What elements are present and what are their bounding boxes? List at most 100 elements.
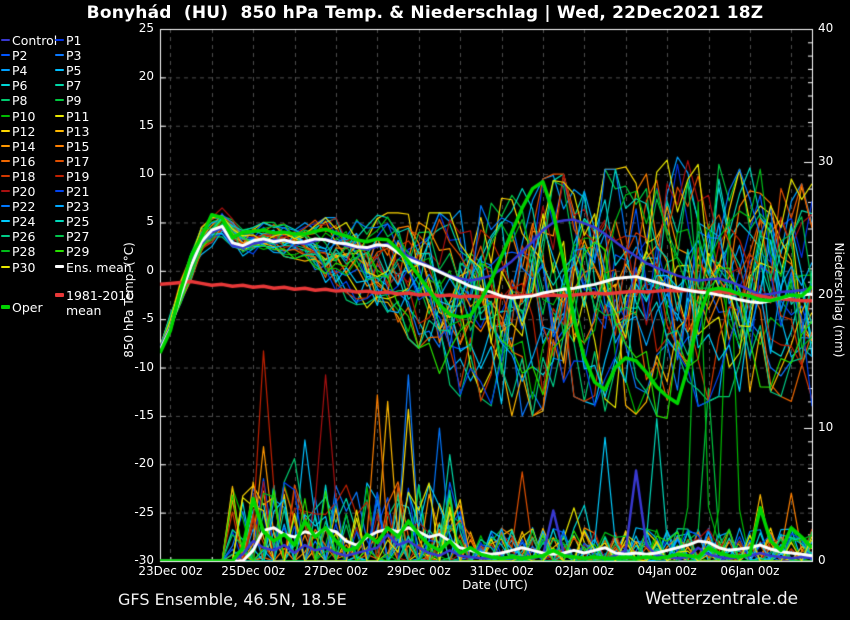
legend-color-swatch <box>55 114 64 117</box>
legend-item-label: Oper <box>12 300 43 315</box>
right-axis-tick-label: 40 <box>818 21 834 35</box>
legend-color-swatch <box>1 205 10 208</box>
legend-color-swatch <box>1 84 10 87</box>
legend-item-label: P15 <box>66 138 90 154</box>
x-axis-title: Date (UTC) <box>462 578 528 592</box>
legend-item-label: P26 <box>12 229 36 245</box>
legend-item-label: P30 <box>12 259 36 275</box>
legend-item-label: P1 <box>66 33 82 48</box>
legend-color-swatch <box>55 54 64 57</box>
legend-color-swatch <box>1 250 10 253</box>
legend-item-label: P2 <box>12 48 28 64</box>
legend-item-label: P10 <box>12 108 36 124</box>
legend-color-swatch <box>1 190 10 192</box>
page-title: Bonyhád (HU) 850 hPa Temp. & Niederschla… <box>86 3 764 23</box>
legend-color-swatch <box>55 159 64 162</box>
legend-color-swatch <box>1 144 10 147</box>
legend-color-swatch <box>55 39 64 41</box>
left-axis-tick-label: 10 <box>138 166 154 181</box>
legend-item-label: Ens. mean <box>66 259 132 275</box>
legend-color-swatch <box>55 293 64 297</box>
legend-item-label: P24 <box>12 214 36 230</box>
left-axis-tick-label: -5 <box>142 311 154 326</box>
legend-item-label: P6 <box>12 78 28 94</box>
legend-color-swatch <box>1 220 10 223</box>
left-axis-tick-label: 0 <box>146 262 154 277</box>
legend-item-label: P7 <box>66 78 82 94</box>
legend-color-swatch <box>1 39 10 41</box>
legend-color-swatch <box>55 235 64 238</box>
left-axis-tick-label: -30 <box>134 553 154 567</box>
legend-item-label: P29 <box>66 244 90 260</box>
legend-color-swatch <box>1 159 10 162</box>
legend-item-label: P9 <box>66 93 82 109</box>
left-axis-tick-label: 20 <box>138 69 154 84</box>
legend-item-label: P28 <box>12 244 36 260</box>
x-axis-tick-label: 06Jan 00z <box>720 564 780 578</box>
legend-color-swatch <box>1 129 10 132</box>
legend-item-label: Control <box>12 33 58 48</box>
legend-item-label: P16 <box>12 153 36 169</box>
left-axis-tick-label: -25 <box>134 504 154 519</box>
legend-item-label: P21 <box>66 184 90 199</box>
legend-color-swatch <box>55 250 64 253</box>
legend-color-swatch <box>1 265 10 268</box>
legend-color-swatch <box>1 235 10 238</box>
legend-color-swatch <box>1 99 10 102</box>
legend-item-label: P8 <box>12 93 28 109</box>
legend-color-swatch <box>1 305 10 309</box>
legend-color-swatch <box>55 265 64 268</box>
legend-item-label: P19 <box>66 168 90 184</box>
legend-color-swatch <box>55 190 64 192</box>
legend-color-swatch <box>55 174 64 177</box>
legend-color-swatch <box>1 54 10 57</box>
legend-item-label: P5 <box>66 63 82 79</box>
legend-color-swatch <box>55 205 64 208</box>
legend-color-swatch <box>1 69 10 72</box>
legend-item-label: P18 <box>12 168 36 184</box>
legend-item-label: P4 <box>12 63 28 79</box>
legend-item-label: mean <box>66 303 102 318</box>
x-axis-tick-label: 31Dec 00z <box>469 564 534 578</box>
right-axis-tick-label: 0 <box>818 553 826 567</box>
right-axis-tick-label: 30 <box>818 154 834 168</box>
legend-color-swatch <box>55 144 64 147</box>
left-axis-tick-label: 15 <box>138 117 154 132</box>
x-axis-tick-label: 04Jan 00z <box>637 564 697 578</box>
legend-color-swatch <box>55 99 64 102</box>
x-axis-tick-label: 27Dec 00z <box>303 564 368 578</box>
site-credit-text: Wetterzentrale.de <box>645 589 799 609</box>
legend-item-label: P14 <box>12 138 36 154</box>
model-info-text: GFS Ensemble, 46.5N, 18.5E <box>118 590 347 609</box>
legend: Control P1 P2 P3 P4 P5 P6 P7 P8 P9 P10 P11 P12 P13 P14… <box>0 0 160 620</box>
x-axis-tick-label: 25Dec 00z <box>221 564 286 578</box>
left-axis-tick-label: 5 <box>146 214 154 229</box>
legend-item-label: P3 <box>66 48 82 64</box>
left-axis-tick-label: -20 <box>134 456 154 471</box>
legend-color-swatch <box>55 84 64 87</box>
right-axis-tick-label: 10 <box>818 420 834 434</box>
legend-color-swatch <box>55 69 64 72</box>
legend-item-label: P27 <box>66 229 90 245</box>
left-axis-tick-label: -10 <box>134 359 154 374</box>
legend-item-label: P23 <box>66 199 90 215</box>
right-axis-tick-label: 20 <box>818 287 834 301</box>
legend-color-swatch <box>55 129 64 132</box>
left-axis-tick-label: 25 <box>138 21 154 35</box>
legend-item-label: P12 <box>12 123 36 139</box>
x-axis-tick-label: 29Dec 00z <box>386 564 451 578</box>
left-axis-tick-label: -15 <box>134 407 154 422</box>
x-axis-tick-label: 02Jan 00z <box>554 564 614 578</box>
legend-item-label: P13 <box>66 123 90 139</box>
legend-item-label: P11 <box>66 108 90 124</box>
x-axis-tick-label: 23Dec 00z <box>138 564 203 578</box>
legend-item-label: 1981-2010 <box>66 288 135 303</box>
legend-item-label: P22 <box>12 199 36 215</box>
legend-item-label: P25 <box>66 214 90 230</box>
legend-color-swatch <box>55 220 64 223</box>
legend-color-swatch <box>1 114 10 117</box>
legend-color-swatch <box>1 174 10 177</box>
legend-item-label: P20 <box>12 184 36 199</box>
legend-item-label: P17 <box>66 153 90 169</box>
